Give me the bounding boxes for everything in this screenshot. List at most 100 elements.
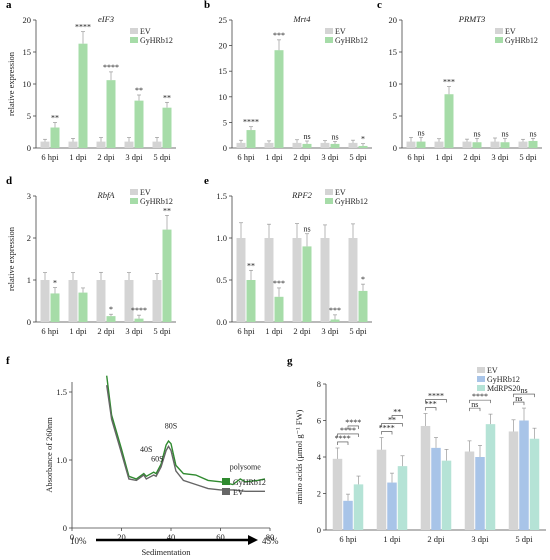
annotation-label: 40S [140,445,152,454]
bar-gyhrb12 [246,130,256,148]
bar-ev [40,280,50,322]
significance-label: *** [425,400,437,409]
bar-gyhrb12 [528,140,538,148]
bar-gyhrb12 [302,143,312,148]
x-tick-label: 5 dpi [153,152,171,162]
significance-label: **** [472,392,488,401]
x-tick-label: 60 [216,532,225,542]
annotation-label: 80S [165,422,177,431]
bar-ev [124,280,134,322]
x-tick-label: 40 [167,532,176,542]
bar-gyhrb12 [106,80,116,148]
significance-label: ** [247,261,255,270]
significance-label: ns [417,128,424,137]
sedimentation-arrow-head [248,535,258,545]
significance-label: **** [75,23,91,32]
significance-bracket [513,401,525,406]
y-axis-label: relative expression [6,226,16,291]
significance-label: *** [273,279,285,288]
bar-ev [406,141,416,148]
panel-letter-f: f [6,355,10,367]
bar-ev [434,141,444,148]
panel-letter-d: d [6,175,12,187]
bar-gyhrb12 [302,246,312,322]
legend-swatch-ev [325,189,333,195]
x-tick-label: 3 dpi [491,152,509,162]
bar-gyhrb12 [416,141,426,148]
x-tick-label: 5 dpi [349,152,367,162]
bar-ev [490,141,500,148]
y-tick-label: 15 [219,66,228,76]
significance-label: ns [303,225,310,234]
bar-ev [152,141,162,148]
bar-gyhrb12 [162,229,172,322]
bar-gyhrb12 [106,316,116,322]
y-tick-label: 0 [27,143,31,153]
bar-ev [292,238,302,322]
chart-title: eIF3 [98,14,114,24]
x-tick-label: 3 dpi [125,326,143,336]
bar-gyhrb12 [519,420,529,530]
significance-bracket [469,399,491,404]
legend-label: GyHRb12 [140,197,173,206]
legend-label: EV [140,188,151,197]
significance-label: **** [428,392,444,401]
y-tick-label: 10 [389,79,398,89]
legend-label: EV [140,27,151,36]
bar-mdrps20 [529,438,540,530]
y-axis-label: Absorbance of 260nm [44,417,54,493]
y-tick-label: 3 [27,191,31,201]
y-tick-label: 1.5 [216,191,227,201]
x-tick-label: 2 dpi [427,534,445,544]
panel-letter-b: b [204,0,210,11]
significance-label: **** [103,63,119,72]
chart-a: 0 5 10 15 20 eIF3 relative expression 6 hpi ** 1 … [6,14,176,162]
x-tick-label: 1 dpi [383,534,401,544]
y-tick-label: 1.0 [216,233,227,243]
series-line-gyhrb12 [106,375,266,486]
bar-gyhrb12 [444,94,454,148]
significance-label: *** [443,78,455,87]
bar-ev [96,280,106,322]
legend-swatch-gyhrb12 [222,478,230,485]
chart-g: 0 2 4 6 8 amino acids (μmol g⁻¹ FW) 6 hpi 1 dpi… [294,366,546,544]
bar-ev [236,142,246,148]
significance-label: * [53,279,57,288]
y-tick-label: 20 [23,15,32,25]
annotation-label: polysome [230,463,262,472]
bar-gyhrb12 [387,482,397,530]
y-tick-label: 15 [389,47,398,57]
bar-gyhrb12 [358,290,368,322]
bar-gyhrb12 [358,145,368,148]
bar-ev [124,141,134,148]
chart-title: Mrt4 [293,14,312,24]
x-tick-label: 6 hpi [237,326,255,336]
y-tick-label: 15 [23,47,32,57]
y-tick-label: 1 [27,275,31,285]
legend-swatch-gyhrb12 [130,37,138,43]
bar-mdrps20 [353,484,364,530]
x-tick-label: 5 dpi [519,152,537,162]
panel-letter-g: g [287,355,293,367]
x-tick-label: 5 dpi [153,326,171,336]
significance-bracket [381,431,393,435]
x-tick-label: 6 hpi [41,152,59,162]
bar-ev [264,142,274,148]
legend-label: EV [335,188,346,197]
significance-label: * [361,275,365,284]
bar-ev [464,451,475,530]
significance-label: ** [163,206,171,215]
significance-label: ** [388,416,396,425]
bar-gyhrb12 [472,142,482,148]
bar-gyhrb12 [274,296,284,322]
legend-label: GyHRb12 [335,36,368,45]
bar-ev [152,280,162,322]
x-tick-label: 0 [70,532,74,542]
x-tick-label: 1 dpi [69,152,87,162]
significance-label: ** [393,408,401,417]
x-axis-label: Sedimentation [141,547,191,557]
legend-swatch-ev [130,28,138,34]
bar-gyhrb12 [162,107,172,148]
bar-gyhrb12 [431,447,441,530]
